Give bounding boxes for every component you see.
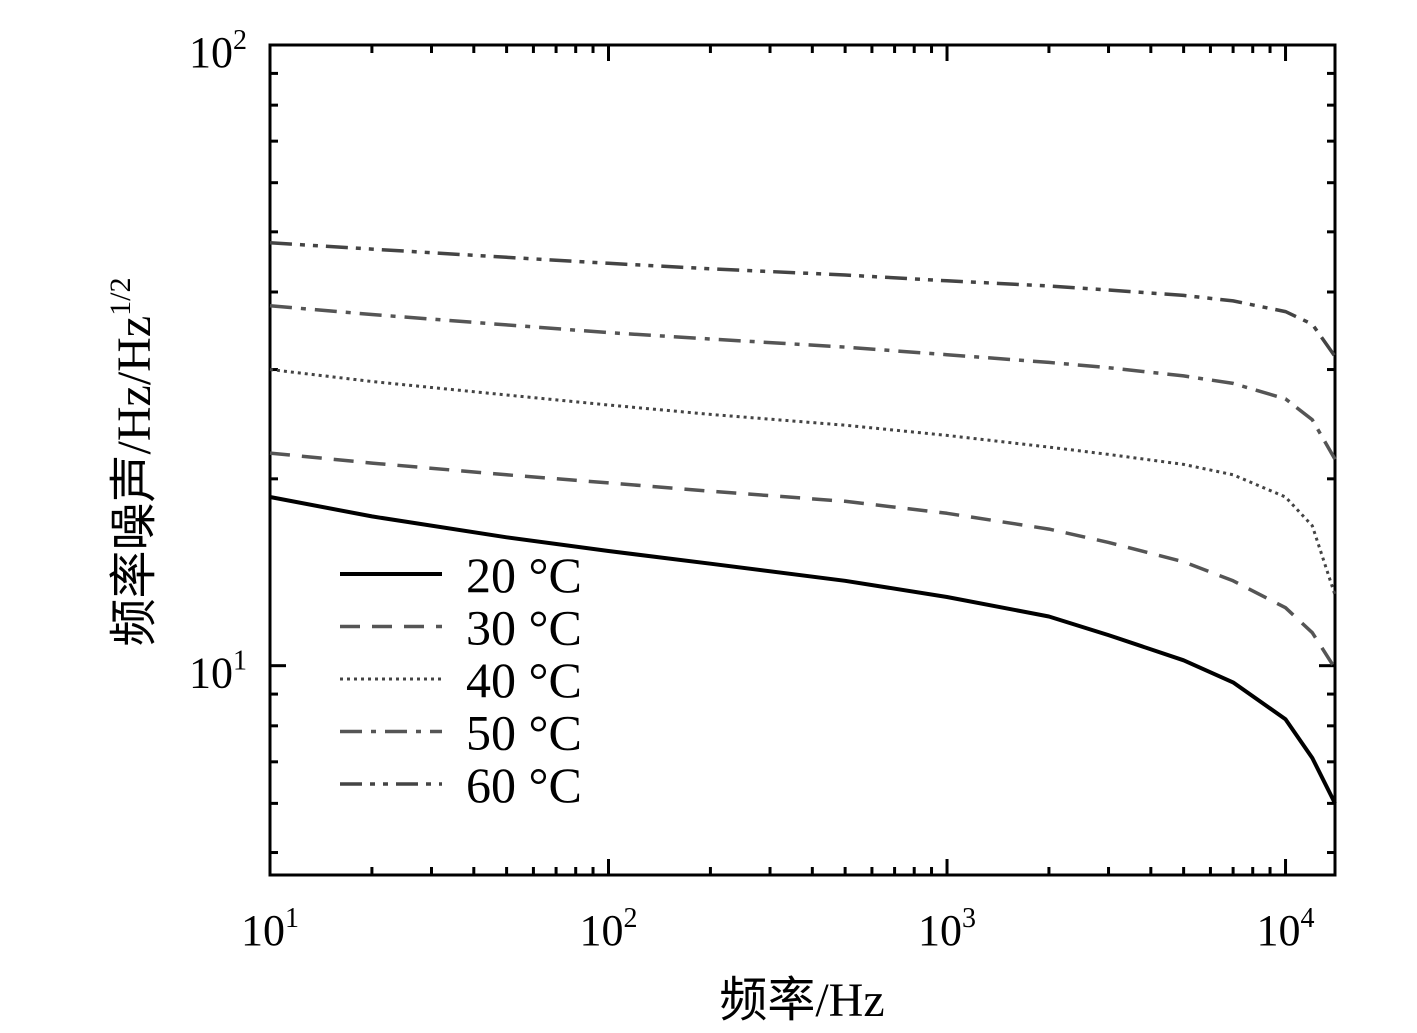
y-tick-label: 101	[189, 646, 247, 698]
x-tick-label-base: 10	[1257, 906, 1301, 955]
label-layer: 频率/Hz 频率噪声/Hz/Hz1/2	[104, 278, 885, 1027]
y-axis-label: 频率噪声/Hz/Hz1/2	[104, 278, 161, 647]
x-tick-label: 103	[918, 903, 976, 955]
legend-label-3: 40 °C	[466, 652, 582, 708]
x-axis-label: 频率/Hz	[719, 974, 884, 1027]
series-layer	[269, 241, 1337, 805]
series-line-2	[269, 451, 1337, 670]
legend-label-1: 20 °C	[466, 547, 582, 603]
y-tick-label-exp: 2	[233, 25, 247, 56]
x-tick-label-exp: 2	[624, 903, 638, 934]
x-tick-label-exp: 3	[962, 903, 976, 934]
y-tick-label-base: 10	[189, 28, 233, 77]
y-tick-label: 102	[189, 25, 247, 77]
x-tick-label: 102	[580, 903, 638, 955]
x-tick-label-exp: 1	[285, 903, 299, 934]
x-tick-label-exp: 4	[1301, 903, 1315, 934]
x-tick-label-base: 10	[580, 906, 624, 955]
x-tick-label-base: 10	[241, 906, 285, 955]
series-line-5	[269, 241, 1337, 358]
x-tick-label: 101	[241, 903, 299, 955]
y-axis-label-sup: 1/2	[104, 278, 137, 316]
y-tick-label-base: 10	[189, 649, 233, 698]
legend-label-2: 30 °C	[466, 600, 582, 656]
plot-frame	[268, 43, 1337, 877]
x-tick-label: 104	[1257, 903, 1315, 955]
series-line-3	[269, 368, 1337, 596]
legend-label-4: 50 °C	[466, 705, 582, 761]
series-line-4	[269, 304, 1337, 461]
series-line-1	[269, 495, 1337, 805]
y-axis-label-main: 频率噪声/Hz/Hz	[108, 316, 161, 647]
legend: 20 °C30 °C40 °C50 °C60 °C	[340, 547, 582, 813]
legend-label-5: 60 °C	[466, 757, 582, 813]
y-tick-label-exp: 1	[233, 646, 247, 677]
x-tick-label-base: 10	[918, 906, 962, 955]
